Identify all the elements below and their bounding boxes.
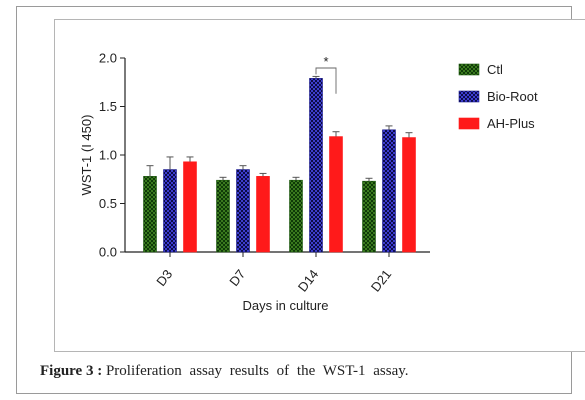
y-tick-label: 1.0	[99, 148, 117, 163]
x-axis-title: Days in culture	[243, 298, 329, 313]
legend: Ctl Bio-Root AH-Plus	[458, 62, 538, 131]
bar-ah-plus-d3	[183, 161, 197, 253]
bar-bio-root-d14	[309, 78, 323, 253]
figure-frame: D3 D7 D14 D21 0.0 0.5 1.0 1.5 2.0 * Ctl Bio-Root…	[16, 6, 585, 394]
bar-ctl-d3	[143, 176, 157, 253]
bar-chart: D3 D7 D14 D21 0.0 0.5 1.0 1.5 2.0 * Ctl Bio-Root…	[79, 51, 538, 314]
legend-label-bio-root: Bio-Root	[487, 89, 538, 104]
x-tick-labels: D3 D7 D14 D21	[153, 267, 394, 295]
x-tick-label: D14	[295, 267, 322, 295]
y-axis-title: WST-1 (I 450)	[79, 115, 94, 196]
annotations: *	[315, 54, 337, 94]
y-tick-label: 0.5	[99, 196, 117, 211]
legend-swatch-ctl	[458, 63, 480, 76]
bar-ah-plus-d7	[256, 176, 270, 253]
x-tick-label: D3	[153, 267, 175, 289]
bar-bio-root-d21	[382, 129, 396, 253]
legend-swatch-bio-root	[458, 90, 480, 103]
significance-bracket	[315, 67, 337, 94]
x-tick-label: D21	[368, 267, 395, 295]
bar-ctl-d14	[289, 179, 303, 253]
y-tick-label: 2.0	[99, 51, 117, 66]
legend-label-ctl: Ctl	[487, 62, 503, 77]
legend-label-ah-plus: AH-Plus	[487, 116, 535, 131]
significance-star: *	[323, 54, 328, 69]
y-tick-label: 0.0	[99, 245, 117, 260]
y-tick-labels: 0.0 0.5 1.0 1.5 2.0	[99, 51, 117, 260]
bar-ctl-d7	[216, 179, 230, 253]
chart-panel: D3 D7 D14 D21 0.0 0.5 1.0 1.5 2.0 * Ctl Bio-Root…	[54, 19, 585, 352]
caption-label: Figure 3 :	[40, 363, 103, 379]
y-tick-label: 1.5	[99, 99, 117, 114]
legend-swatch-ah-plus	[458, 117, 480, 130]
bar-ah-plus-d21	[402, 137, 416, 253]
caption-text: Proliferation assay results of the WST-1…	[105, 363, 409, 379]
bar-ctl-d21	[362, 180, 376, 253]
bar-bio-root-d7	[236, 169, 250, 253]
x-tick-label: D7	[226, 267, 248, 289]
figure-caption: Figure 3 : Proliferation assay results o…	[40, 363, 580, 380]
bars	[143, 75, 416, 253]
bar-bio-root-d3	[163, 169, 177, 253]
bar-ah-plus-d14	[329, 136, 343, 253]
